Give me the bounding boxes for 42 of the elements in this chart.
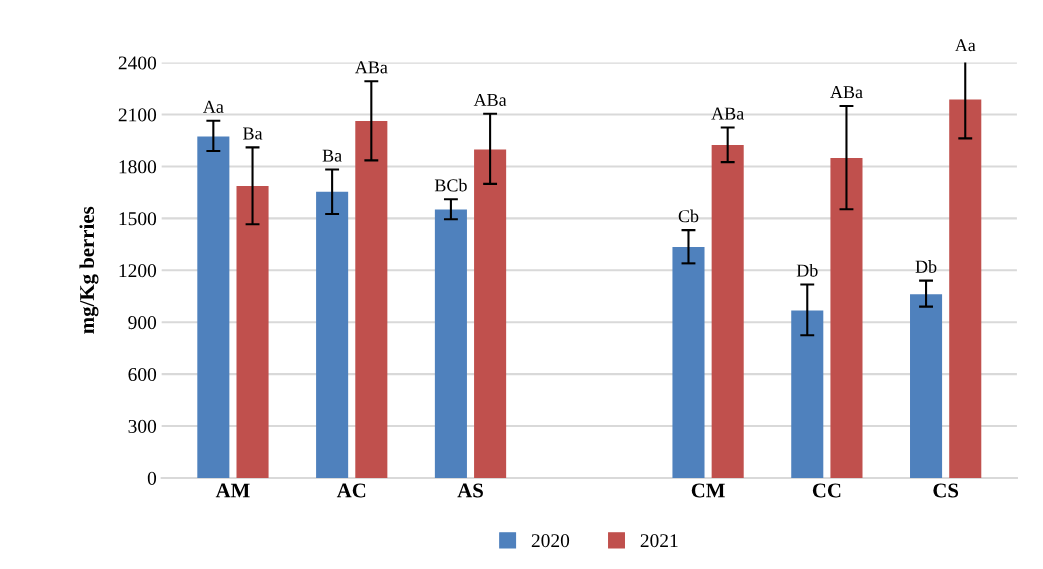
x-tick-label: CC (812, 483, 841, 498)
bar (355, 121, 388, 478)
annotation: ABa (473, 93, 507, 106)
y-tick-label: 0 (147, 471, 157, 485)
annotation: BCb (434, 178, 467, 192)
bar (949, 99, 982, 478)
x-tick-label: CS (933, 483, 959, 498)
legend-label: 2021 (640, 534, 678, 548)
bar (474, 149, 507, 478)
y-axis-title: mg/Kg berries (79, 206, 99, 334)
bar (711, 144, 744, 478)
x-tick-label: AM (215, 483, 250, 498)
bar (316, 191, 349, 478)
annotation: Ba (322, 149, 342, 162)
annotation: ABa (830, 86, 863, 99)
text: Aa (954, 39, 976, 52)
x-tick-label: AS (457, 483, 483, 498)
legend-label: 2020 (531, 534, 570, 548)
annotation: ABa (354, 61, 388, 74)
annotation: Db (915, 260, 937, 273)
bar (791, 310, 824, 478)
bar (672, 246, 705, 478)
y-tick-label: 1500 (119, 212, 157, 226)
y-tick-label: 600 (128, 367, 157, 382)
y-tick-label: 2100 (118, 108, 157, 122)
bar (197, 136, 230, 478)
annotation: Db (796, 263, 818, 277)
bar (434, 209, 467, 478)
bar (910, 294, 943, 478)
y-tick-label: 900 (128, 316, 157, 330)
y-tick-label: 1800 (119, 160, 157, 174)
x-tick-label: CM (691, 483, 725, 498)
x-tick-label: AC (336, 483, 366, 498)
annotation: Ba (243, 127, 263, 140)
bar (830, 157, 863, 478)
annotation: Aa (202, 100, 224, 113)
y-tick-label: 2400 (118, 56, 157, 70)
annotation: ABa (711, 107, 744, 120)
y-tick-label: 1200 (119, 264, 157, 278)
annotation: Cb (678, 209, 699, 223)
y-tick-label: 300 (128, 419, 157, 433)
bar (236, 185, 269, 478)
